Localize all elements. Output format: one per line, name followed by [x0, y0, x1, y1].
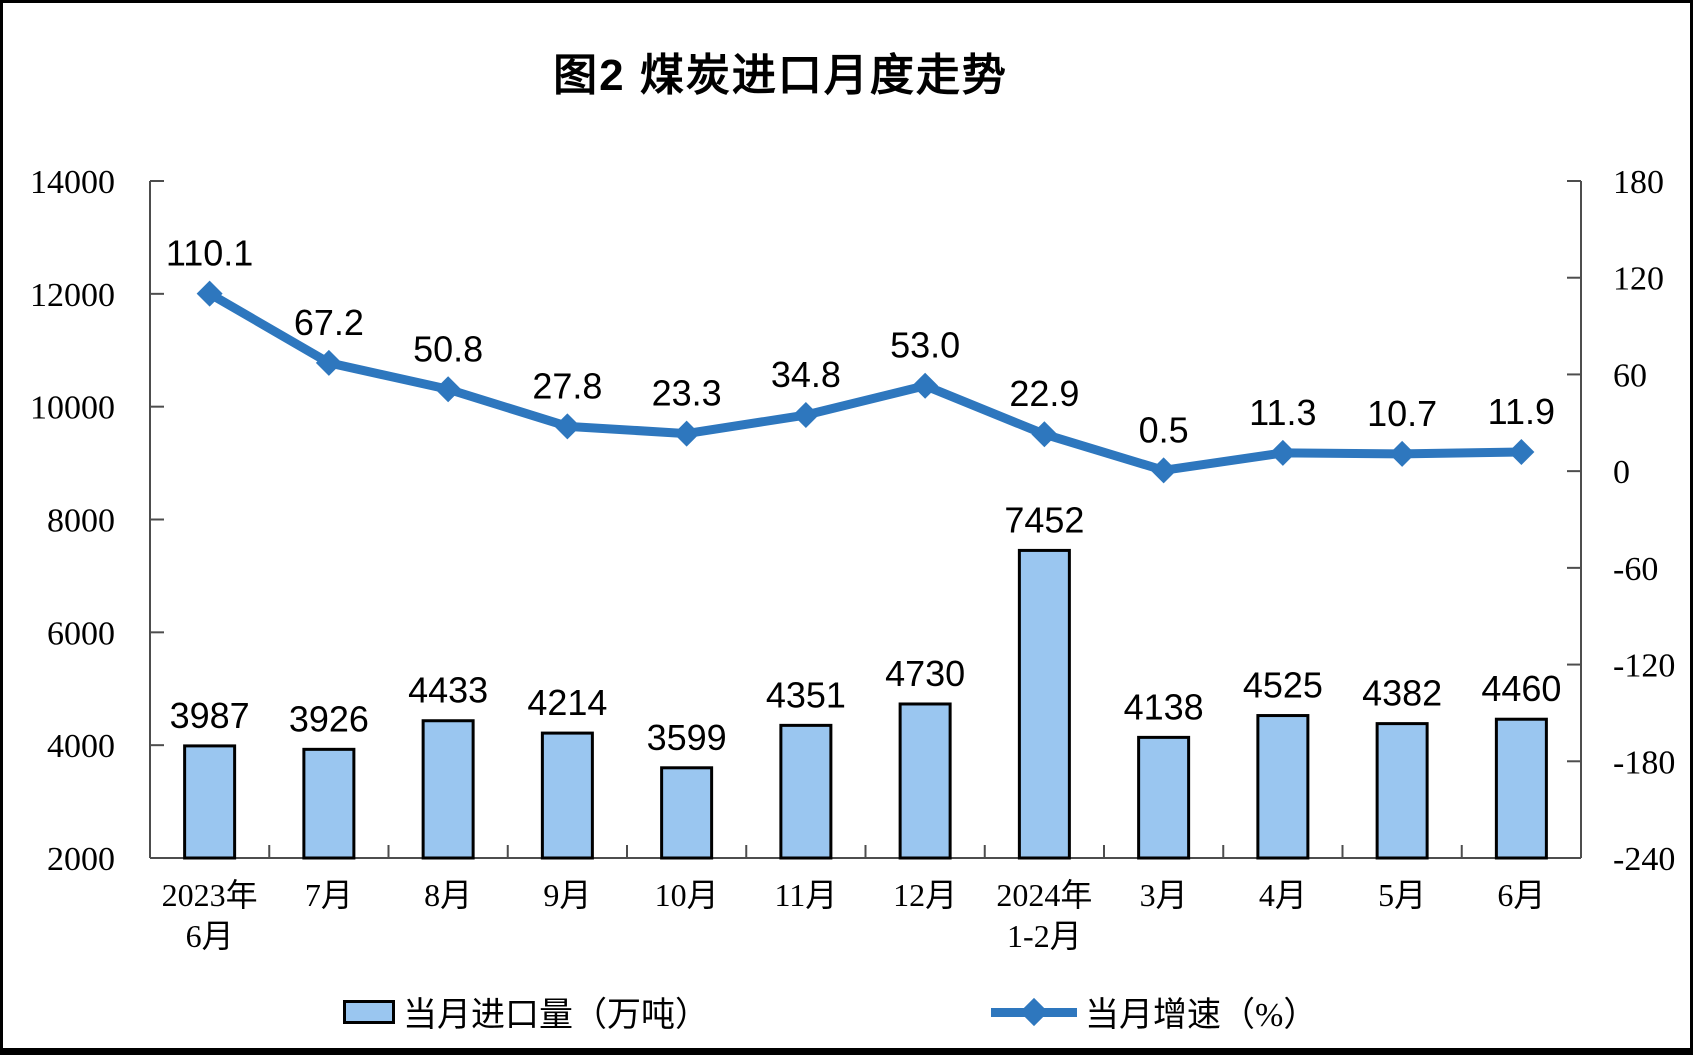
bar	[1496, 719, 1546, 858]
left-axis-tick-label: 4000	[47, 728, 115, 765]
x-axis-label: 7月	[305, 877, 353, 913]
legend-label-imports: 当月进口量（万吨）	[403, 987, 709, 1036]
bar	[900, 704, 950, 858]
line-value-label: 11.3	[1249, 392, 1316, 433]
x-axis-label: 2023年	[162, 877, 258, 913]
x-axis-label: 12月	[893, 877, 957, 913]
bar	[662, 768, 712, 858]
x-axis-label: 3月	[1140, 877, 1188, 913]
bar	[304, 749, 354, 858]
bar	[423, 721, 473, 858]
bar-value-label: 7452	[1004, 499, 1084, 540]
line-value-label: 22.9	[1009, 373, 1079, 414]
bar	[1139, 737, 1189, 858]
x-axis-label: 5月	[1378, 877, 1426, 913]
diamond-marker	[554, 413, 580, 439]
bar-value-label: 3926	[289, 698, 369, 739]
legend-item-growth: 当月增速（%）	[991, 987, 1317, 1036]
diamond-marker	[1151, 457, 1177, 483]
bar	[1258, 716, 1308, 858]
diamond-marker	[1270, 440, 1296, 466]
left-axis-tick-label: 8000	[47, 503, 115, 540]
line-value-label: 27.8	[532, 365, 602, 406]
x-axis-label: 4月	[1259, 877, 1307, 913]
line-value-label: 10.7	[1367, 393, 1437, 434]
line-value-label: 53.0	[890, 325, 960, 366]
line-value-label: 110.1	[166, 233, 253, 274]
bar-value-label: 4460	[1481, 668, 1561, 709]
left-axis-tick-label: 14000	[30, 164, 115, 201]
line-diamond-swatch-icon	[991, 999, 1077, 1025]
x-axis-label: 2024年	[996, 877, 1092, 913]
legend-label-growth: 当月增速（%）	[1085, 987, 1317, 1036]
x-axis-label: 9月	[543, 877, 591, 913]
line-value-label: 50.8	[413, 328, 483, 369]
right-axis-tick-label: 60	[1613, 357, 1647, 394]
left-axis-tick-label: 10000	[30, 390, 115, 427]
bar-value-label: 4730	[885, 653, 965, 694]
bar-swatch-icon	[343, 1000, 395, 1024]
right-axis-tick-label: 120	[1613, 261, 1664, 298]
x-axis-label-line2: 6月	[186, 918, 234, 954]
right-axis-tick-label: 0	[1613, 454, 1630, 491]
left-axis-tick-label: 12000	[30, 277, 115, 314]
bar	[1377, 724, 1427, 858]
diamond-marker	[912, 373, 938, 399]
x-axis-label: 10月	[655, 877, 719, 913]
right-axis-tick-label: -180	[1613, 744, 1675, 781]
bar	[781, 725, 831, 858]
trend-line	[210, 294, 1522, 471]
diamond-marker	[793, 402, 819, 428]
right-axis-tick-label: -60	[1613, 551, 1658, 588]
line-value-label: 0.5	[1139, 409, 1189, 450]
bar-value-label: 4433	[408, 670, 488, 711]
bar-value-label: 4351	[766, 674, 846, 715]
x-axis-label-line2: 1-2月	[1007, 918, 1082, 954]
bar-value-label: 3599	[647, 717, 727, 758]
right-axis-tick-label: -120	[1613, 648, 1675, 685]
x-axis-label: 11月	[774, 877, 837, 913]
legend-item-imports: 当月进口量（万吨）	[343, 987, 709, 1036]
bar-value-label: 4382	[1362, 673, 1442, 714]
right-axis-tick-label: -240	[1613, 841, 1675, 878]
diamond-marker	[1508, 439, 1534, 465]
diamond-marker	[1031, 421, 1057, 447]
line-value-label: 34.8	[771, 354, 841, 395]
bar	[185, 746, 235, 858]
bar-value-label: 4525	[1243, 665, 1323, 706]
left-axis-tick-label: 2000	[47, 841, 115, 878]
right-axis-tick-label: 180	[1613, 164, 1664, 201]
x-axis-label: 6月	[1497, 877, 1545, 913]
diamond-marker	[674, 421, 700, 447]
line-value-label: 23.3	[652, 373, 722, 414]
left-axis-tick-label: 6000	[47, 615, 115, 652]
x-axis-label: 8月	[424, 877, 472, 913]
bar-value-label: 4138	[1124, 686, 1204, 727]
bar	[1019, 550, 1069, 858]
chart-canvas: 14000 12000 10000 8000 6000 4000 2000 180 120 60 0…	[3, 3, 1693, 1058]
line-value-label: 67.2	[294, 302, 364, 343]
bar-value-label: 3987	[170, 695, 250, 736]
bar	[542, 733, 592, 858]
line-value-label: 11.9	[1488, 391, 1555, 432]
diamond-marker	[435, 376, 461, 402]
diamond-marker	[1389, 441, 1415, 467]
bar-value-label: 4214	[527, 682, 607, 723]
